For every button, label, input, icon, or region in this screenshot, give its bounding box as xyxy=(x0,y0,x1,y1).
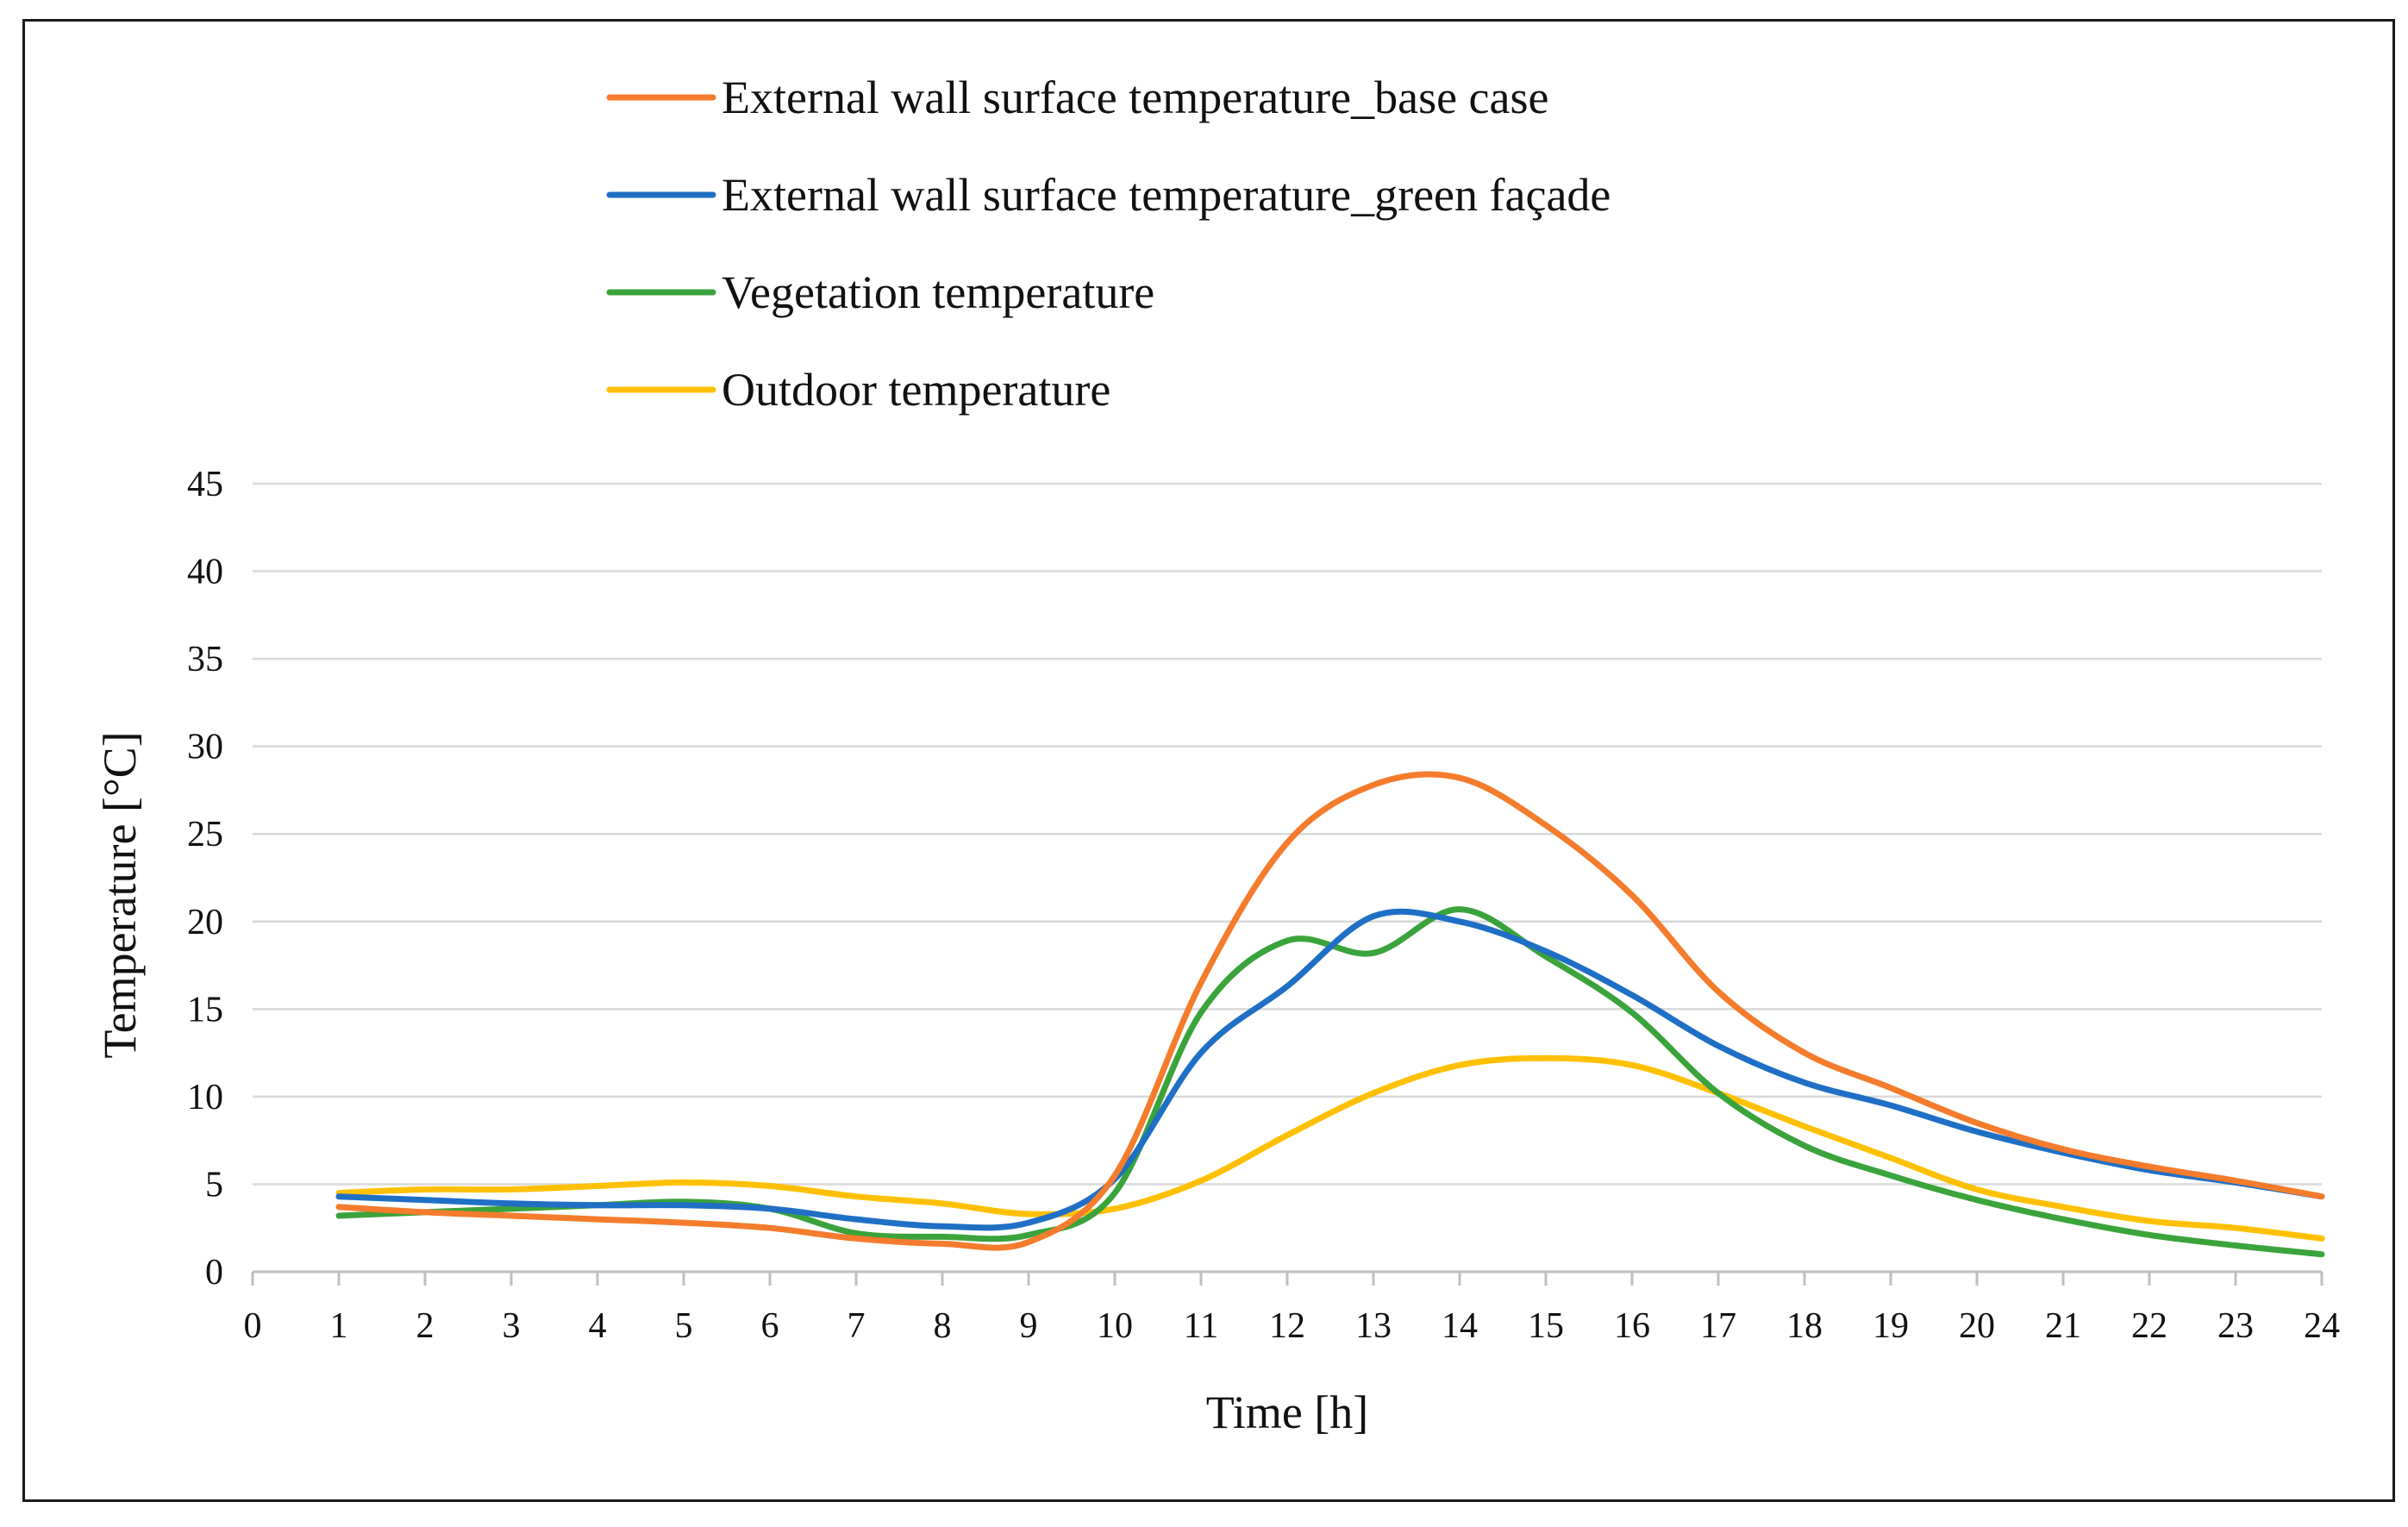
x-tick-label: 5 xyxy=(675,1306,693,1346)
axes xyxy=(251,1270,2324,1286)
series-line-2 xyxy=(335,908,2325,1231)
x-tick-label: 18 xyxy=(1786,1306,1823,1346)
legend-label-2: External wall surface temperature_green … xyxy=(722,169,1611,221)
x-tick-label: 0 xyxy=(244,1306,262,1346)
x-tick-label: 21 xyxy=(2045,1306,2081,1346)
y-tick-label: 5 xyxy=(205,1165,223,1205)
legend: External wall surface temperature_base c… xyxy=(606,72,1611,416)
y-tick-label: 10 xyxy=(187,1078,223,1117)
x-tick-label: 24 xyxy=(2304,1306,2340,1346)
x-tick-label: 3 xyxy=(503,1306,521,1346)
y-tick-label: 30 xyxy=(187,728,223,767)
x-tick-label: 2 xyxy=(416,1306,435,1346)
x-tick-label: 1 xyxy=(330,1306,348,1346)
x-tick-label: 10 xyxy=(1097,1306,1133,1346)
x-tick-label: 9 xyxy=(1020,1306,1038,1346)
x-tick-label: 4 xyxy=(589,1306,607,1346)
legend-label-3: Vegetation temperature xyxy=(722,266,1154,318)
x-tick-label: 12 xyxy=(1269,1306,1305,1346)
gridlines xyxy=(253,482,2322,1186)
x-tick-label: 17 xyxy=(1700,1306,1736,1346)
y-tick-label: 15 xyxy=(187,990,223,1029)
x-tick-label: 14 xyxy=(1442,1306,1478,1346)
y-tick-label: 25 xyxy=(187,815,223,854)
x-tick-label: 8 xyxy=(934,1306,952,1346)
x-axis-title: Time [h] xyxy=(1206,1386,1369,1438)
line-chart: External wall surface temperature_base c… xyxy=(94,72,2340,1438)
x-tick-label: 15 xyxy=(1528,1306,1564,1346)
y-tick-label: 35 xyxy=(187,640,223,679)
x-tick-label: 20 xyxy=(1959,1306,1995,1346)
series-line-4 xyxy=(335,1055,2325,1242)
series-line-3 xyxy=(335,906,2325,1258)
y-axis-title: Temperature [°C] xyxy=(94,731,146,1058)
series-lines xyxy=(335,771,2325,1258)
legend-label-4: Outdoor temperature xyxy=(722,364,1110,416)
x-tick-label: 13 xyxy=(1355,1306,1392,1346)
x-tick-label: 16 xyxy=(1614,1306,1650,1346)
y-tick-label: 40 xyxy=(187,553,223,592)
x-tick-label: 19 xyxy=(1873,1306,1909,1346)
chart-frame: External wall surface temperature_base c… xyxy=(22,19,2395,1502)
x-tick-label: 23 xyxy=(2217,1306,2254,1346)
y-tick-label: 20 xyxy=(187,903,223,942)
legend-label-1: External wall surface temperature_base c… xyxy=(722,72,1548,123)
x-tick-label: 11 xyxy=(1184,1306,1218,1346)
x-tick-label: 7 xyxy=(847,1306,866,1346)
x-tick-label: 6 xyxy=(761,1306,779,1346)
x-tick-label: 22 xyxy=(2131,1306,2167,1346)
series-line-1 xyxy=(335,771,2325,1251)
y-tick-label: 45 xyxy=(187,465,223,504)
y-tick-label: 0 xyxy=(205,1253,223,1292)
